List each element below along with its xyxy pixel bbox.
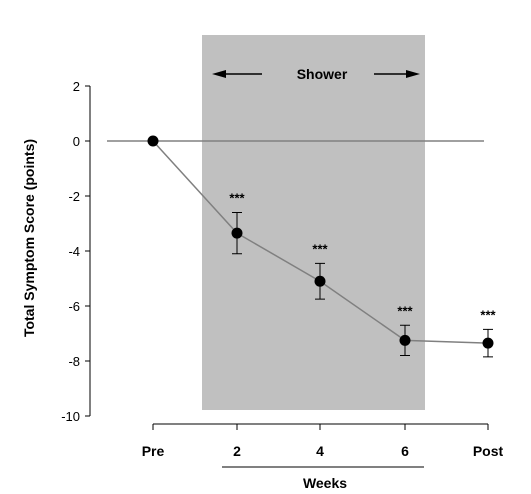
y-tick-label: -4 (68, 244, 80, 259)
significance-label: *** (480, 307, 496, 322)
y-tick-label: -2 (68, 189, 80, 204)
x-tick-label: Pre (142, 443, 165, 459)
shower-arrows (212, 70, 420, 78)
y-tick-label: -8 (68, 354, 80, 369)
y-tick-label: 2 (73, 79, 80, 94)
data-point (314, 275, 326, 287)
data-point (231, 227, 243, 239)
shower-label: Shower (297, 66, 348, 82)
significance-label: *** (312, 241, 328, 256)
x-tick-label: 4 (316, 443, 324, 459)
y-tick-label: -6 (68, 299, 80, 314)
x-axis-ticks: Pre 2 4 6 Post (142, 424, 504, 459)
data-point (147, 135, 159, 147)
data-point (399, 334, 411, 346)
series-group: *** *** *** *** (147, 135, 497, 358)
x-axis-title: Weeks (303, 475, 347, 491)
significance-label: *** (397, 303, 413, 318)
y-axis-title: Total Symptom Score (points) (21, 139, 37, 337)
y-axis-ticks: 2 0 -2 -4 -6 -8 -10 (61, 79, 90, 424)
shower-shaded-region (202, 35, 425, 410)
x-tick-label: 2 (233, 443, 241, 459)
significance-label: *** (229, 191, 245, 206)
shower-right-arrowhead (406, 70, 420, 78)
data-point (482, 337, 494, 349)
x-tick-label: 6 (401, 443, 409, 459)
shower-left-arrowhead (212, 70, 226, 78)
x-tick-label: Post (473, 443, 504, 459)
y-tick-label: -10 (61, 409, 80, 424)
y-tick-label: 0 (73, 134, 80, 149)
